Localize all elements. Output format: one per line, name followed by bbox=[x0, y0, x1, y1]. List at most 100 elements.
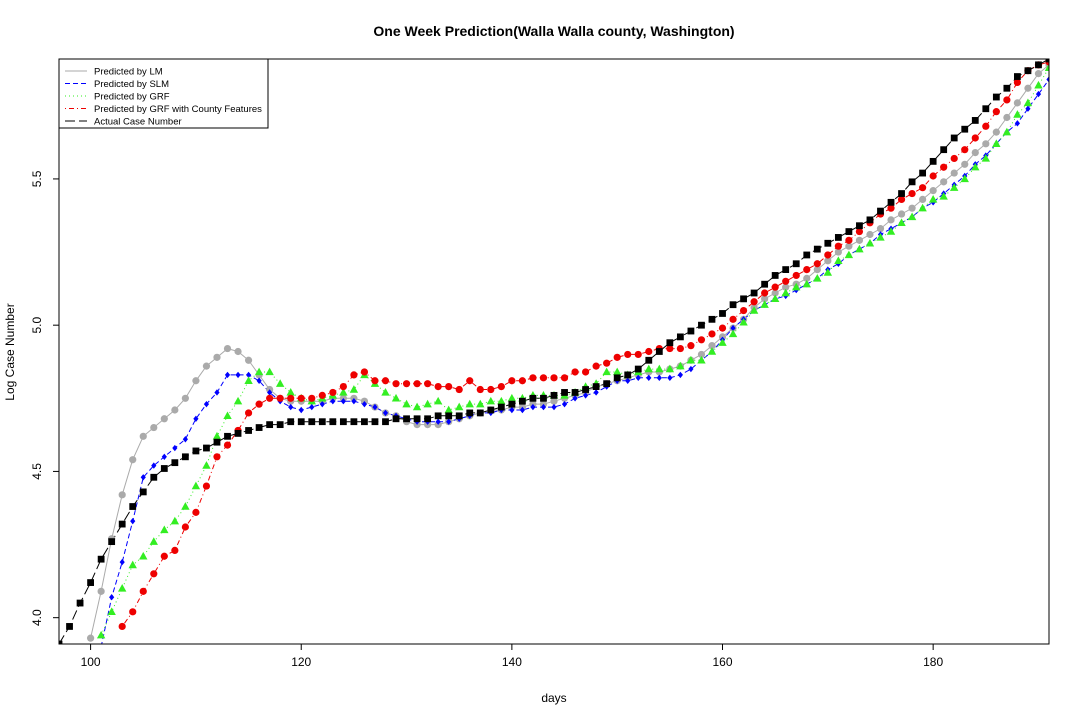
data-point-predicted-by-lm bbox=[971, 149, 979, 157]
data-point-predicted-by-grf-with-county-features bbox=[813, 260, 821, 268]
data-point-predicted-by-grf-with-county-features bbox=[1013, 78, 1022, 86]
data-point-predicted-by-grf-with-county-features bbox=[739, 306, 748, 315]
data-point-predicted-by-slm bbox=[551, 403, 557, 411]
data-point-actual-case-number bbox=[97, 555, 105, 563]
y-tick-label: 4.5 bbox=[30, 463, 44, 480]
data-point-predicted-by-grf bbox=[223, 411, 232, 420]
data-point-actual-case-number bbox=[371, 418, 379, 426]
data-point-predicted-by-grf-with-county-features bbox=[750, 298, 758, 306]
y-tick-label: 4.0 bbox=[30, 609, 44, 626]
data-point-predicted-by-grf-with-county-features bbox=[350, 371, 358, 379]
data-point-predicted-by-lm bbox=[697, 350, 706, 359]
data-point-actual-case-number bbox=[455, 412, 463, 420]
data-point-actual-case-number bbox=[59, 640, 63, 644]
data-point-predicted-by-lm bbox=[929, 187, 937, 195]
data-point-actual-case-number bbox=[655, 348, 663, 355]
data-point-predicted-by-grf-with-county-features bbox=[908, 189, 916, 198]
data-point-predicted-by-slm bbox=[688, 365, 694, 373]
data-point-actual-case-number bbox=[1045, 59, 1049, 63]
data-point-actual-case-number bbox=[971, 117, 979, 124]
data-point-predicted-by-slm bbox=[361, 400, 368, 408]
data-point-predicted-by-slm bbox=[730, 324, 736, 332]
series-line-predicted-by-slm bbox=[101, 79, 1049, 644]
data-point-predicted-by-grf-with-county-features bbox=[666, 344, 674, 353]
data-point-predicted-by-grf-with-county-features bbox=[634, 350, 642, 359]
y-tick-label: 5.0 bbox=[30, 317, 44, 334]
data-point-predicted-by-lm bbox=[213, 353, 221, 361]
data-point-predicted-by-slm bbox=[100, 643, 102, 644]
data-point-predicted-by-grf-with-county-features bbox=[729, 315, 737, 323]
data-point-predicted-by-grf bbox=[802, 279, 811, 288]
data-point-actual-case-number bbox=[950, 134, 958, 142]
data-point-predicted-by-grf bbox=[286, 388, 295, 396]
data-point-predicted-by-grf-with-county-features bbox=[792, 271, 800, 280]
data-point-actual-case-number bbox=[318, 418, 326, 426]
data-point-predicted-by-lm bbox=[992, 128, 1000, 136]
data-point-actual-case-number bbox=[908, 178, 916, 186]
data-point-actual-case-number bbox=[729, 301, 737, 309]
data-point-predicted-by-grf-with-county-features bbox=[339, 383, 347, 391]
data-point-predicted-by-slm bbox=[646, 374, 652, 382]
data-point-predicted-by-grf-with-county-features bbox=[381, 377, 390, 385]
data-point-predicted-by-grf-with-county-features bbox=[518, 377, 527, 385]
data-point-predicted-by-lm bbox=[139, 432, 147, 440]
data-point-predicted-by-grf-with-county-features bbox=[529, 374, 537, 382]
data-point-predicted-by-slm bbox=[561, 400, 568, 408]
data-point-actual-case-number bbox=[66, 623, 73, 630]
data-point-predicted-by-slm bbox=[256, 377, 262, 384]
data-point-actual-case-number bbox=[676, 333, 684, 341]
data-point-predicted-by-slm bbox=[509, 406, 515, 414]
data-point-predicted-by-slm bbox=[435, 418, 441, 425]
data-point-predicted-by-grf bbox=[739, 317, 748, 326]
data-point-predicted-by-grf bbox=[770, 294, 780, 303]
data-point-predicted-by-grf bbox=[939, 192, 948, 200]
data-point-actual-case-number bbox=[898, 190, 905, 197]
data-point-predicted-by-grf bbox=[476, 399, 485, 408]
data-point-predicted-by-grf bbox=[465, 399, 474, 408]
data-point-predicted-by-lm bbox=[118, 491, 126, 499]
data-point-actual-case-number bbox=[350, 418, 358, 426]
data-point-predicted-by-grf bbox=[907, 212, 917, 221]
data-point-predicted-by-grf bbox=[834, 256, 843, 265]
data-point-actual-case-number bbox=[297, 418, 305, 426]
data-point-actual-case-number bbox=[129, 503, 137, 510]
data-point-predicted-by-slm bbox=[140, 474, 146, 481]
data-point-predicted-by-slm bbox=[119, 558, 125, 566]
data-point-predicted-by-lm bbox=[824, 257, 832, 265]
series-line-predicted-by-grf-with-county-features bbox=[121, 61, 1049, 627]
data-point-predicted-by-grf-with-county-features bbox=[360, 368, 369, 376]
data-point-predicted-by-grf-with-county-features bbox=[308, 394, 316, 402]
data-point-actual-case-number bbox=[203, 444, 210, 452]
data-point-predicted-by-grf-with-county-features bbox=[613, 353, 621, 361]
data-point-predicted-by-lm bbox=[1003, 113, 1011, 122]
data-point-predicted-by-slm bbox=[151, 462, 157, 469]
data-point-actual-case-number bbox=[413, 415, 421, 423]
data-point-predicted-by-slm bbox=[593, 389, 599, 396]
data-point-predicted-by-lm bbox=[876, 225, 885, 233]
x-tick-label: 120 bbox=[291, 655, 311, 669]
data-point-predicted-by-grf bbox=[897, 218, 906, 226]
data-point-actual-case-number bbox=[487, 406, 495, 414]
data-point-predicted-by-grf-with-county-features bbox=[539, 374, 548, 382]
data-point-predicted-by-lm bbox=[908, 204, 916, 212]
data-point-actual-case-number bbox=[192, 447, 200, 455]
data-point-predicted-by-grf-with-county-features bbox=[392, 380, 400, 388]
data-point-predicted-by-grf-with-county-features bbox=[487, 385, 495, 394]
data-point-predicted-by-lm bbox=[181, 394, 189, 402]
data-point-predicted-by-grf-with-county-features bbox=[929, 172, 937, 180]
plot-frame bbox=[58, 58, 1050, 645]
data-point-predicted-by-grf-with-county-features bbox=[708, 330, 716, 338]
data-point-predicted-by-slm bbox=[572, 395, 578, 402]
data-point-predicted-by-grf bbox=[391, 393, 401, 402]
data-point-actual-case-number bbox=[750, 289, 758, 297]
data-point-predicted-by-slm bbox=[351, 398, 357, 405]
x-tick-label: 100 bbox=[81, 655, 101, 669]
data-point-predicted-by-grf bbox=[170, 516, 180, 525]
data-point-predicted-by-grf bbox=[117, 584, 127, 592]
data-point-actual-case-number bbox=[792, 260, 800, 268]
data-point-predicted-by-grf bbox=[339, 388, 348, 396]
data-point-predicted-by-slm bbox=[172, 444, 178, 452]
data-point-predicted-by-slm bbox=[235, 371, 241, 379]
data-point-predicted-by-grf-with-county-features bbox=[771, 283, 779, 291]
data-point-predicted-by-slm bbox=[446, 418, 452, 425]
